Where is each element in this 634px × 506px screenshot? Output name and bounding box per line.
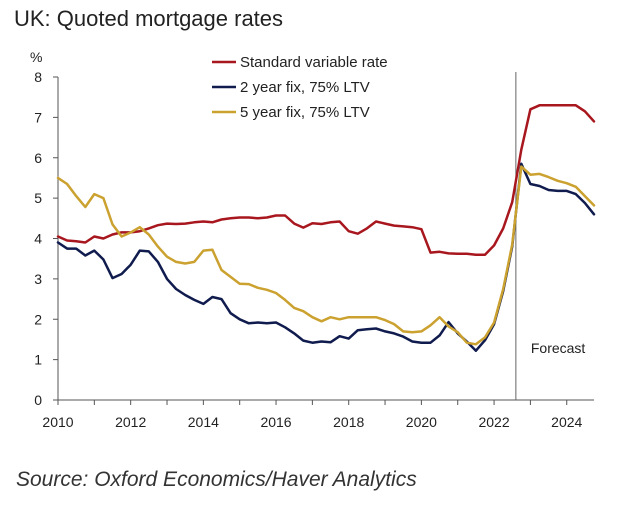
- x-tick-label: 2012: [115, 414, 146, 430]
- y-tick-label: 7: [34, 109, 42, 125]
- legend-label: 2 year fix, 75% LTV: [240, 79, 370, 96]
- forecast-label: Forecast: [531, 340, 586, 356]
- y-tick-label: 8: [34, 69, 42, 85]
- x-tick-label: 2018: [333, 414, 364, 430]
- y-tick-label: 2: [34, 311, 42, 327]
- series-line-3: [56, 165, 596, 346]
- axes: 0 1 2 3 4 5 6 7 8% 2010 2012 2014 2016 2018 2020 2022 20…: [30, 49, 594, 430]
- y-axis-label: %: [30, 49, 42, 65]
- y-tick-label: 3: [34, 271, 42, 287]
- series-layer: [56, 104, 596, 352]
- series-line-1: [56, 104, 596, 256]
- x-tick-label: 2010: [42, 414, 73, 430]
- x-tick-label: 2016: [260, 414, 291, 430]
- y-tick-label: 1: [34, 352, 42, 368]
- legend-label: Standard variable rate: [240, 54, 388, 71]
- y-tick-label: 5: [34, 190, 42, 206]
- legend: Standard variable rate 2 year fix, 75% LT…: [212, 54, 388, 121]
- x-tick-label: 2024: [551, 414, 582, 430]
- legend-label: 5 year fix, 75% LTV: [240, 104, 370, 121]
- x-tick-label: 2022: [478, 414, 509, 430]
- x-tick-label: 2014: [188, 414, 219, 430]
- x-tick-label: 2020: [406, 414, 437, 430]
- y-tick-label: 4: [34, 231, 42, 247]
- source-note: Source: Oxford Economics/Haver Analytics: [16, 468, 417, 491]
- y-tick-label: 6: [34, 150, 42, 166]
- y-tick-label: 0: [34, 392, 42, 408]
- chart-title: UK: Quoted mortgage rates: [14, 6, 284, 31]
